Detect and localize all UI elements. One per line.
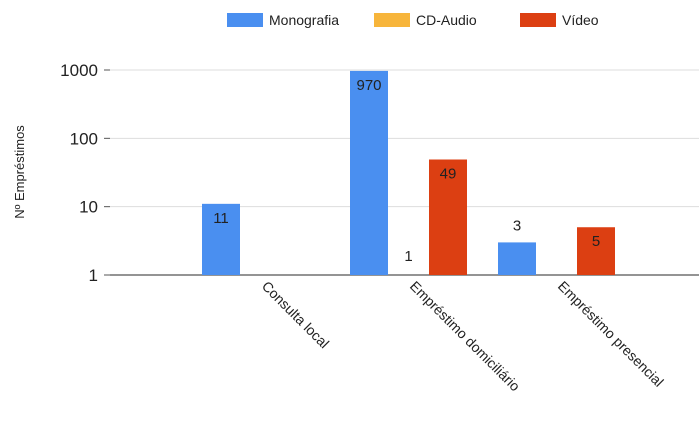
- data-label: 49: [440, 166, 457, 183]
- bar-monografia-1: [202, 203, 240, 275]
- data-label: 3: [513, 217, 521, 234]
- legend-swatch: [227, 13, 263, 27]
- legend-label: Monografia: [269, 12, 339, 28]
- data-label: 5: [592, 233, 600, 250]
- x-tick-label: Empréstimo presencial: [555, 278, 667, 390]
- legend-label: CD-Audio: [416, 12, 477, 28]
- bar-v-deo-2: [429, 159, 467, 275]
- bar-labels: 11 970 1 49 3 5: [213, 77, 600, 265]
- y-tick-label: 1000: [60, 61, 98, 80]
- bar-v-deo-3: [577, 227, 615, 275]
- x-tick-label: Consulta local: [259, 278, 332, 351]
- bars: [202, 70, 615, 275]
- y-axis-title: Nº Empréstimos: [12, 125, 27, 219]
- data-label: 1: [404, 248, 412, 265]
- y-tick-label: 1: [89, 266, 98, 285]
- legend: Monografia CD-Audio Vídeo: [227, 12, 599, 28]
- bar-monografia-3: [498, 242, 536, 275]
- y-tick-label: 100: [70, 129, 98, 148]
- legend-swatch: [520, 13, 556, 27]
- bar-monografia-2: [350, 70, 388, 275]
- x-axis-ticks: Consulta local Empréstimo domiciliário Emp…: [259, 278, 667, 395]
- y-tick-label: 10: [79, 198, 98, 217]
- y-axis-ticks: 1 10 100 1000: [60, 61, 98, 285]
- data-label: 970: [356, 77, 381, 94]
- x-tick-label: Empréstimo domiciliário: [407, 278, 524, 395]
- data-label: 11: [213, 210, 229, 227]
- legend-label: Vídeo: [562, 12, 599, 28]
- legend-swatch: [374, 13, 410, 27]
